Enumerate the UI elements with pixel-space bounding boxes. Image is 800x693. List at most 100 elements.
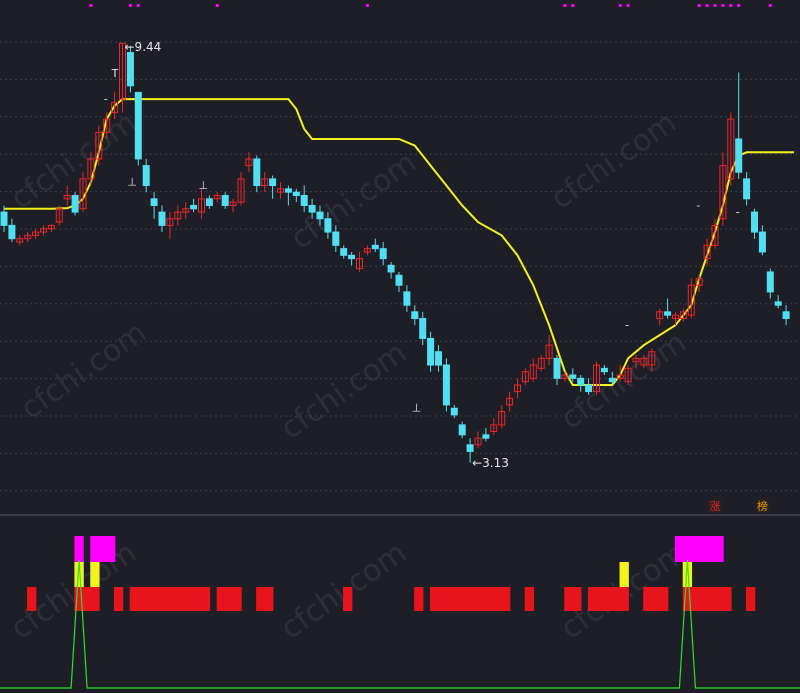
red-signal-bar [714, 587, 724, 611]
red-signal-bar [82, 587, 92, 611]
red-signal-bar [137, 587, 147, 611]
yellow-signal-bar [619, 562, 629, 587]
candle-body [419, 317, 427, 339]
red-signal-bar [698, 587, 708, 611]
red-signal-bar [485, 587, 495, 611]
candle-body [213, 194, 221, 200]
signal-dot [571, 4, 575, 7]
candle-body [411, 311, 419, 319]
candle-body [8, 224, 16, 240]
magenta-signal-bar [682, 536, 693, 562]
candle-body [292, 191, 300, 196]
candle-body [182, 208, 190, 213]
magenta-signal-bar [714, 536, 724, 562]
red-signal-bar [90, 587, 100, 611]
red-signal-bar [161, 587, 171, 611]
candle-body [466, 444, 474, 452]
candle-body [363, 248, 371, 253]
candle-body [277, 188, 284, 193]
signal-dot [128, 4, 132, 7]
red-signal-bar [651, 587, 661, 611]
red-signal-bar [603, 587, 614, 611]
candle-body [695, 278, 703, 286]
magenta-signal-bar [98, 536, 108, 562]
candle-body [253, 158, 261, 187]
red-signal-bar [224, 587, 234, 611]
extreme-labels: ←9.44 ←3.13 [125, 40, 509, 470]
magenta-signal-bar [674, 536, 685, 562]
candle-body [521, 371, 529, 383]
candle-body [632, 357, 640, 363]
candle-body [103, 118, 111, 133]
red-signal-bar [216, 587, 226, 611]
red-signal-bar [264, 587, 274, 611]
signal-dot [563, 4, 567, 7]
magenta-signal-bar [90, 536, 100, 562]
red-signal-bar [611, 587, 621, 611]
red-signal-bar [113, 587, 124, 611]
candle-body [640, 357, 648, 366]
candle-body [593, 364, 600, 393]
red-signal-bar [429, 587, 440, 611]
candle-body [379, 248, 387, 260]
candle-body [229, 201, 237, 206]
candle-body [442, 364, 450, 406]
red-signal-bar [587, 587, 598, 611]
signal-dot [705, 4, 709, 7]
annotation-mark: T [111, 67, 119, 80]
candle-body [664, 311, 672, 316]
watermark-text: cfchi.com [555, 325, 693, 437]
candles [0, 42, 790, 463]
candle-body [624, 367, 632, 383]
signal-dot [729, 4, 733, 7]
annotation-mark: ⊥ [127, 176, 137, 189]
signal-dot [136, 4, 140, 7]
candle-body [395, 274, 403, 286]
red-signal-bar [477, 587, 487, 611]
indicator-panel [0, 536, 800, 689]
red-signal-bar [595, 587, 606, 611]
tag-label: 榜 [757, 499, 768, 513]
red-signal-bar [232, 587, 242, 611]
tag-box [755, 499, 770, 513]
red-signal-bar [524, 587, 535, 611]
candle-body [269, 178, 277, 187]
red-signal-bar [27, 587, 37, 611]
red-signal-bar [690, 587, 700, 611]
red-signal-bar [493, 587, 503, 611]
red-signal-bar [343, 587, 353, 611]
candle-body [743, 178, 751, 200]
candle-body [672, 314, 679, 319]
candle-body [166, 218, 174, 226]
signal-dot [697, 4, 701, 7]
annotation-mark: - [736, 205, 740, 218]
candle-body [95, 131, 103, 160]
signal-dot [737, 4, 741, 7]
red-signal-bar [129, 587, 140, 611]
red-signal-bar [414, 587, 424, 611]
candle-body [553, 357, 561, 379]
candle-body [55, 208, 63, 223]
candle-body [142, 165, 150, 187]
candle-body [16, 238, 24, 243]
candle-body [24, 234, 32, 240]
candle-body [529, 364, 537, 379]
candle-body [435, 351, 442, 366]
annotation-mark: - [696, 199, 700, 212]
magenta-signal-bar [706, 536, 716, 562]
candle-body [308, 204, 316, 213]
candle-body [458, 424, 466, 436]
signal-dot [618, 4, 622, 7]
candle-body [679, 311, 687, 319]
annotation-mark: - [104, 92, 108, 105]
red-signal-bar [169, 587, 179, 611]
candle-body [221, 194, 229, 206]
min-price-label: ←3.13 [472, 456, 509, 470]
red-signal-bar [722, 587, 732, 611]
candle-body [648, 351, 656, 366]
candle-body [758, 231, 766, 253]
candle-body [348, 254, 356, 260]
tags: 涨榜 [708, 499, 770, 513]
